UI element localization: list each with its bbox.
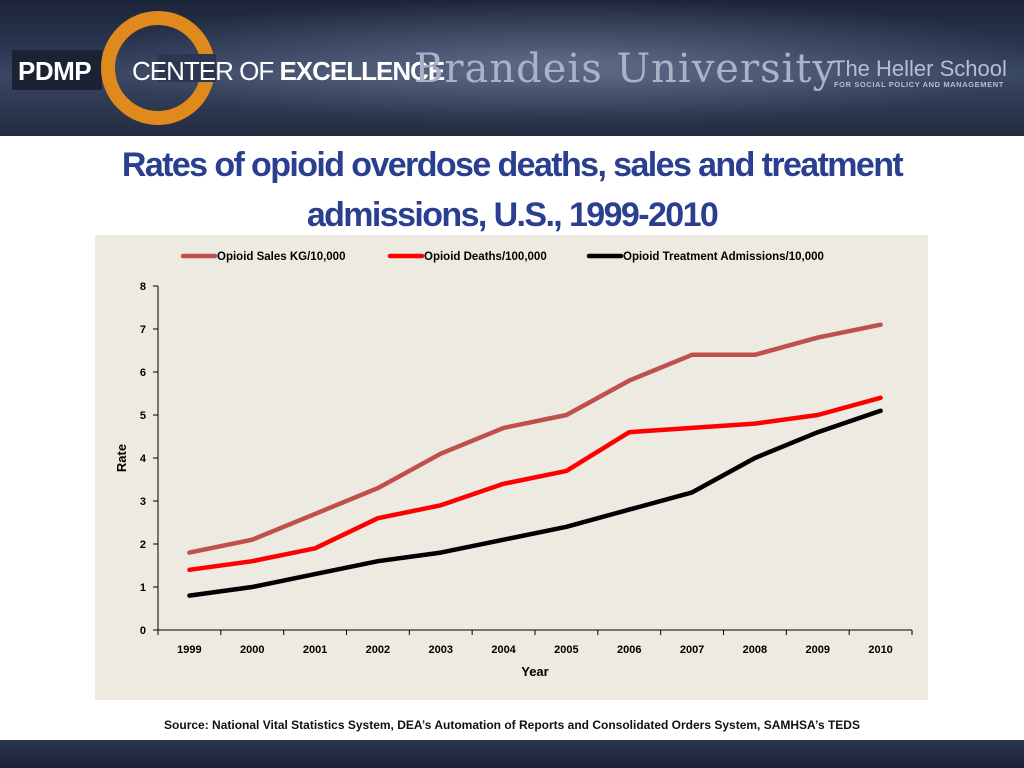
- school-subtitle: FOR SOCIAL POLICY AND MANAGEMENT: [834, 80, 1004, 89]
- y-tick-label: 7: [140, 324, 146, 336]
- y-tick-label: 6: [140, 367, 146, 379]
- y-tick-label: 8: [140, 281, 146, 293]
- pdmp-box: [12, 50, 102, 90]
- footer-bar: [0, 740, 1024, 768]
- source-note: Source: National Vital Statistics System…: [164, 718, 860, 732]
- y-tick-label: 1: [140, 582, 146, 594]
- y-axis-title: Rate: [114, 444, 129, 472]
- x-tick-label: 2008: [743, 644, 767, 656]
- y-tick-label: 4: [140, 453, 147, 465]
- university-name: Brandeis University: [414, 46, 837, 92]
- y-tick-label: 5: [140, 410, 146, 422]
- x-tick-label: 2000: [240, 644, 264, 656]
- x-tick-label: 2005: [554, 644, 578, 656]
- y-tick-label: 0: [140, 625, 146, 637]
- school-name: The Heller School: [832, 56, 1007, 81]
- x-tick-label: 1999: [177, 644, 201, 656]
- x-tick-label: 2010: [868, 644, 892, 656]
- excellence-text: EXCELLENCE: [279, 56, 445, 86]
- x-tick-label: 2006: [617, 644, 641, 656]
- x-tick-label: 2004: [491, 644, 516, 656]
- x-tick-label: 2001: [303, 644, 327, 656]
- header-banner: PDMP CENTER OF EXCELLENCE Brandeis Unive…: [0, 0, 1024, 136]
- y-tick-label: 2: [140, 539, 146, 551]
- x-tick-label: 2002: [366, 644, 390, 656]
- legend-label-1: Opioid Sales KG/10,000: [217, 251, 345, 263]
- series-line-2: [187, 395, 883, 573]
- y-tick-label: 3: [140, 496, 146, 508]
- chart-panel: 0 1 2 3 4 5 6 7 8 1999 2000 2001 2002 2003 2004 2005 200…: [95, 235, 928, 700]
- slide-title: Rates of opioid overdose deaths, sales a…: [121, 146, 904, 234]
- x-tick-label: 2003: [429, 644, 453, 656]
- legend-label-2: Opioid Deaths/100,000: [424, 251, 547, 263]
- x-tick-label: 2007: [680, 644, 704, 656]
- center-logo-icon: [101, 11, 216, 125]
- center-of-excellence-text: CENTER OF EXCELLENCE: [132, 56, 445, 87]
- legend-label-3: Opioid Treatment Admissions/10,000: [623, 251, 824, 263]
- series-line-1: [187, 322, 883, 555]
- line-chart: 0 1 2 3 4 5 6 7 8 1999 2000 2001 2002 2003 2004 2005 200…: [114, 251, 913, 679]
- pdmp-logo-text: PDMP: [18, 56, 92, 86]
- center-of-text: CENTER OF: [132, 56, 280, 86]
- x-axis-title: Year: [521, 664, 548, 679]
- series-line-3: [187, 408, 883, 598]
- x-tick-label: 2009: [806, 644, 830, 656]
